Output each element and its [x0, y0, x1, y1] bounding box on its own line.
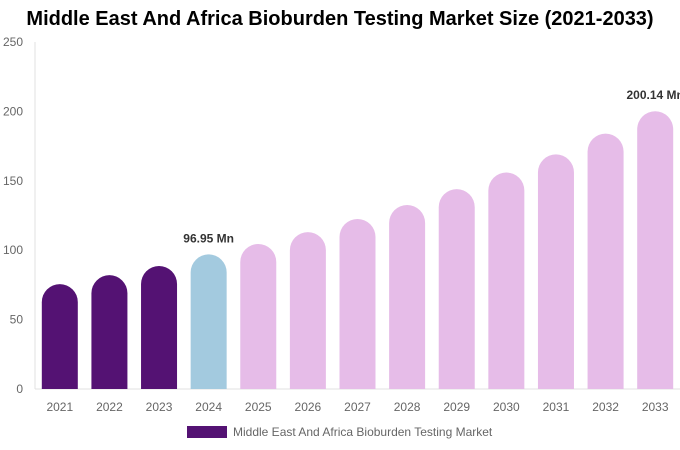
x-tick-label: 2032 [592, 400, 619, 414]
x-tick-label: 2026 [295, 400, 322, 414]
chart-title: Middle East And Africa Bioburden Testing… [26, 8, 654, 30]
y-tick-label: 100 [3, 243, 23, 257]
bar-2027 [339, 218, 376, 389]
x-tick-label: 2021 [46, 400, 73, 414]
x-tick-label: 2022 [96, 400, 123, 414]
x-tick-label: 2023 [146, 400, 173, 414]
legend-label: Middle East And Africa Bioburden Testing… [233, 425, 493, 439]
x-tick-label: 2033 [642, 400, 669, 414]
bar-2026 [289, 232, 326, 389]
y-tick-label: 0 [16, 382, 23, 396]
legend[interactable]: Middle East And Africa Bioburden Testing… [187, 425, 492, 439]
x-tick-label: 2025 [245, 400, 272, 414]
y-tick-label: 250 [3, 35, 23, 49]
bar-2023 [141, 266, 178, 389]
bar-2025 [240, 243, 277, 389]
bar-2029 [438, 189, 475, 389]
bar-2028 [389, 204, 426, 389]
bar-2032 [587, 133, 624, 389]
bar-2022 [91, 275, 128, 389]
x-tick-label: 2030 [493, 400, 520, 414]
x-tick-label: 2031 [543, 400, 570, 414]
bar-2031 [537, 154, 574, 389]
bar-2021 [41, 284, 78, 389]
y-tick-label: 150 [3, 174, 23, 188]
data-label-2033: 200.14 Mn [627, 88, 680, 102]
legend-swatch [187, 426, 227, 438]
y-tick-label: 200 [3, 104, 23, 118]
bar-2024 [190, 254, 227, 389]
bar-2033 [637, 111, 674, 389]
bar-2030 [488, 172, 525, 389]
x-tick-label: 2028 [394, 400, 421, 414]
x-tick-label: 2027 [344, 400, 371, 414]
x-tick-label: 2029 [443, 400, 470, 414]
y-tick-label: 50 [10, 313, 24, 327]
x-tick-label: 2024 [195, 400, 222, 414]
data-label-2024: 96.95 Mn [183, 231, 234, 245]
